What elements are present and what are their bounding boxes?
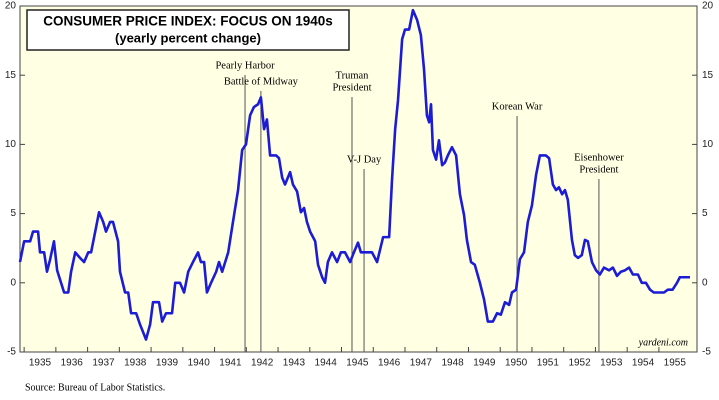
x-tick-label: 1945: [346, 358, 369, 369]
x-tick-label: 1941: [219, 358, 242, 369]
x-tick-label: 1943: [283, 358, 306, 369]
event-label: Korean War: [492, 101, 543, 112]
chart-title: CONSUMER PRICE INDEX: FOCUS ON 1940s: [43, 14, 333, 29]
y-tick-label-right: 20: [702, 1, 714, 12]
x-tick-label: 1954: [632, 358, 655, 369]
y-tick-label: 0: [10, 277, 16, 288]
event-label: President: [332, 82, 371, 93]
event-label: Eisenhower: [574, 152, 624, 163]
event-label: V-J Day: [347, 154, 382, 165]
cpi-line: [18, 8, 691, 341]
x-tick-label: 1950: [505, 358, 528, 369]
y-tick-label: 10: [5, 139, 17, 150]
x-tick-label: 1953: [600, 358, 623, 369]
y-tick-label-right: 5: [702, 208, 708, 219]
title-box: [26, 9, 350, 51]
event-label: President: [579, 164, 618, 175]
y-tick-label-right: 15: [702, 70, 714, 81]
source-note: Source: Bureau of Labor Statistics.: [25, 382, 165, 393]
y-tick-label: -5: [7, 347, 16, 358]
x-tick-label: 1952: [568, 358, 591, 369]
x-tick-label: 1955: [664, 358, 687, 369]
chart-subtitle: (yearly percent change): [115, 30, 261, 45]
y-tick-label-right: 10: [702, 139, 714, 150]
x-tick-label: 1944: [315, 358, 338, 369]
x-tick-label: 1951: [537, 358, 560, 369]
y-tick-label-right: -5: [702, 347, 711, 358]
x-tick-label: 1939: [156, 358, 179, 369]
y-tick-label: 15: [5, 70, 17, 81]
marks-layer: -5 -5 0 0 5 5 10 10 15 15 20 20 1935 1936 1937 1938 1939…: [5, 1, 714, 369]
x-tick-label: 1938: [124, 358, 147, 369]
x-tick-label: 1947: [410, 358, 433, 369]
x-tick-label: 1937: [92, 358, 115, 369]
event-label: Pearly Harbor: [215, 60, 275, 71]
watermark: yardeni.com: [638, 337, 688, 348]
x-tick-label: 1935: [29, 358, 52, 369]
x-tick-label: 1942: [251, 358, 274, 369]
x-tick-label: 1949: [473, 358, 496, 369]
x-tick-label: 1940: [188, 358, 211, 369]
x-tick-label: 1948: [441, 358, 464, 369]
y-tick-label: 20: [5, 1, 17, 12]
y-tick-label-right: 0: [702, 277, 708, 288]
plot-area: [19, 5, 698, 353]
event-label: Truman: [336, 70, 370, 81]
x-tick-label: 1946: [378, 358, 401, 369]
x-tick-label: 1936: [61, 358, 84, 369]
event-label: Battle of Midway: [224, 76, 299, 87]
y-tick-label: 5: [10, 208, 16, 219]
